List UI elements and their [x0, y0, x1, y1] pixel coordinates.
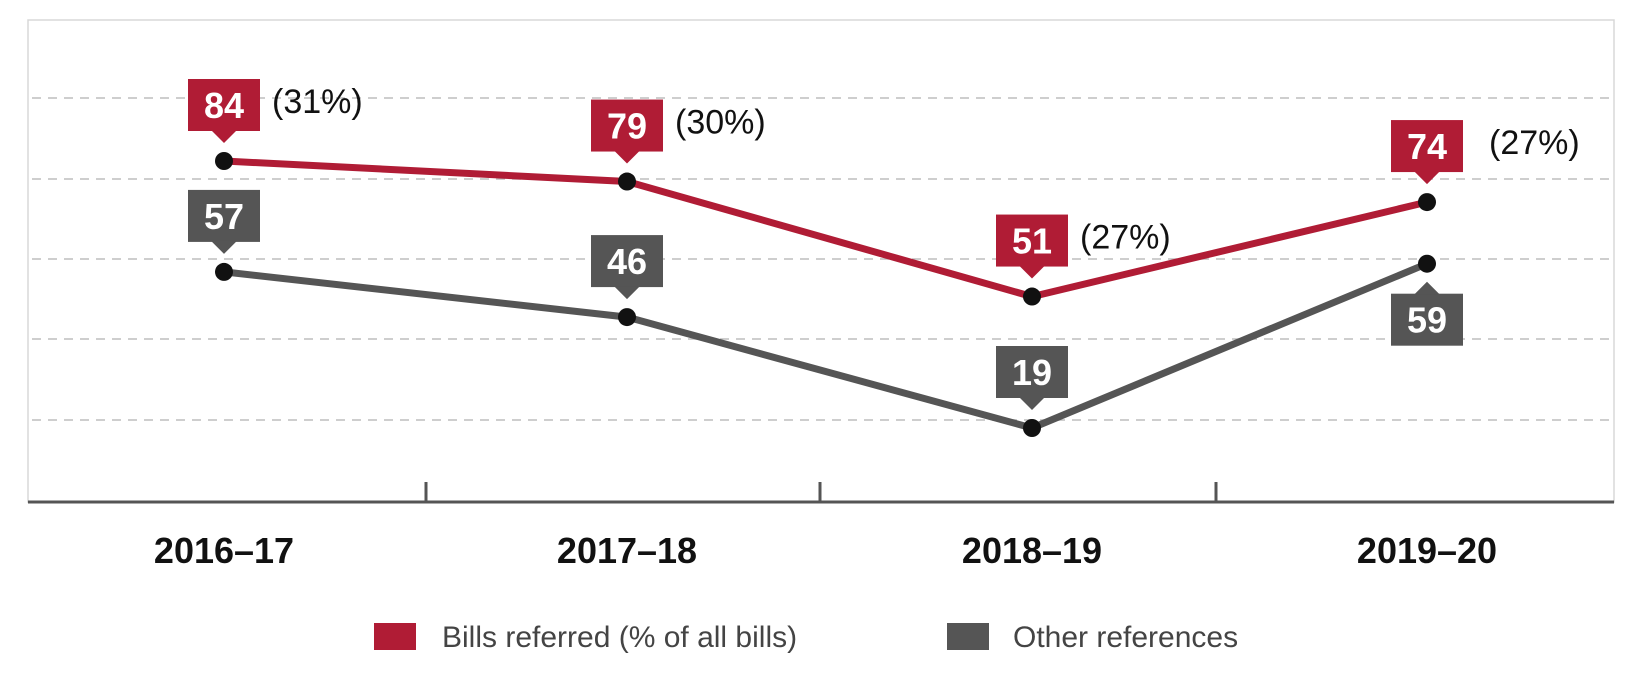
bills-percent-label-1: (30%) — [675, 104, 766, 142]
bills-label-3-box — [1391, 120, 1463, 173]
bills-label-3: 74 — [1391, 120, 1463, 185]
x-tick-label: 2017–18 — [557, 530, 697, 571]
legend-item-bills: Bills referred (% of all bills) — [374, 621, 797, 654]
bills-point-0 — [215, 152, 233, 170]
other-point-2 — [1023, 419, 1041, 437]
other-label-2-box — [996, 346, 1068, 398]
data-markers — [215, 152, 1436, 437]
other-label-2: 19 — [996, 346, 1068, 410]
other-label-3-box — [1391, 293, 1463, 346]
bills-label-2-pointer — [1019, 265, 1045, 279]
legend-label-other: Other references — [1013, 621, 1238, 654]
other-label-1: 46 — [591, 235, 663, 300]
x-tick-label: 2019–20 — [1357, 530, 1497, 571]
other-label-0: 57 — [188, 189, 260, 254]
data-labels: 84 (31%) 79 (30%) 51 (27%) 74 (27%) 57 46 19 59 — [188, 79, 1580, 410]
bills-label-1: 79 — [591, 99, 663, 164]
bills-label-0-pointer — [211, 130, 237, 143]
other-label-1-value: 46 — [607, 241, 647, 282]
series-line-bills — [223, 157, 1428, 301]
other-point-1 — [618, 308, 636, 327]
gridlines — [32, 97, 1612, 421]
bills-label-3-value: 74 — [1407, 126, 1447, 167]
legend-swatch-bills — [374, 623, 416, 650]
bills-percent-label-2: (27%) — [1080, 219, 1171, 257]
series-line-other — [223, 260, 1429, 432]
bills-label-2-value: 51 — [1012, 221, 1052, 262]
x-tick-label: 2018–19 — [962, 530, 1102, 571]
x-tick-label: 2016–17 — [154, 530, 294, 571]
bills-label-3-pointer — [1414, 171, 1440, 185]
bills-label-0: 84 — [188, 79, 260, 143]
other-label-3-pointer — [1414, 281, 1440, 295]
bills-label-0-box — [188, 79, 260, 131]
other-label-2-value: 19 — [1012, 352, 1052, 393]
legend-swatch-other — [947, 623, 989, 650]
bills-label-0-value: 84 — [204, 85, 244, 126]
legend-item-other: Other references — [947, 621, 1238, 654]
other-label-0-value: 57 — [204, 196, 244, 237]
plot-frame — [27, 19, 1615, 503]
bills-label-1-value: 79 — [607, 106, 647, 147]
bills-point-1 — [618, 172, 636, 191]
other-label-0-pointer — [211, 240, 237, 254]
bills-point-3 — [1418, 193, 1436, 212]
other-label-1-pointer — [614, 286, 640, 300]
other-label-3: 59 — [1391, 281, 1463, 346]
bills-label-1-pointer — [614, 150, 640, 164]
x-axis — [28, 482, 1614, 504]
other-label-1-box — [591, 235, 663, 288]
series-lines — [223, 157, 1429, 432]
bills-point-2 — [1023, 287, 1041, 306]
bills-label-2-box — [996, 214, 1068, 267]
x-tick-labels: 2016–17 2017–18 2018–19 2019–20 — [154, 530, 1497, 571]
bills-percent-label-0: (31%) — [272, 83, 363, 121]
bills-label-1-box — [591, 99, 663, 152]
other-label-2-pointer — [1019, 397, 1045, 410]
other-point-3 — [1418, 254, 1436, 273]
other-point-0 — [215, 262, 233, 281]
legend-label-bills: Bills referred (% of all bills) — [442, 621, 797, 654]
bills-label-2: 51 — [996, 214, 1068, 279]
legend: Bills referred (% of all bills) Other ref… — [374, 621, 1238, 654]
other-label-3-value: 59 — [1407, 300, 1447, 341]
bills-percent-label-3: (27%) — [1489, 124, 1580, 162]
other-label-0-box — [188, 189, 260, 242]
